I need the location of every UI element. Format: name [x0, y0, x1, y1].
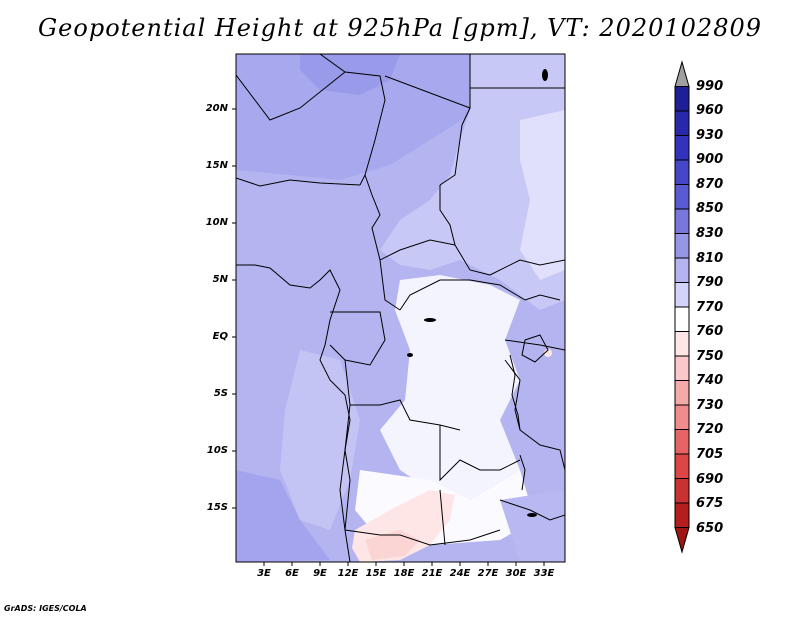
colorbar-segment — [674, 233, 690, 259]
lon-label-3e: 3E — [257, 568, 271, 579]
lon-label-33e: 33E — [533, 568, 555, 579]
lat-label-15s: 15S — [206, 502, 228, 513]
lat-label-10s: 10S — [206, 445, 228, 456]
colorbar-label-930: 930 — [696, 128, 724, 143]
colorbar-label-650: 650 — [696, 521, 724, 536]
colorbar-segment — [674, 429, 690, 455]
coastline — [236, 264, 351, 562]
lon-label-21e: 21E — [421, 568, 443, 579]
colorbar-segment — [674, 355, 690, 381]
map-title: Geopotential Height at 925hPa [gpm], VT:… — [38, 14, 762, 42]
colorbar-segment — [674, 306, 690, 332]
colorbar-label-770: 770 — [696, 300, 724, 315]
lat-label-eq: EQ — [212, 331, 228, 342]
lon-label-30e: 30E — [505, 568, 527, 579]
colorbar-label-790: 790 — [696, 275, 724, 290]
field-810-southeast — [500, 490, 565, 562]
lake-fills — [407, 69, 548, 517]
colorbar-label-960: 960 — [696, 103, 724, 118]
lon-label-18e: 18E — [393, 568, 415, 579]
field-790-coast — [280, 350, 360, 530]
colorbar-label-740: 740 — [696, 373, 724, 388]
colorbar-segment — [674, 331, 690, 357]
colorbar-segment — [674, 184, 690, 210]
lat-label-5n: 5N — [212, 274, 228, 285]
colorbar-segment — [674, 404, 690, 430]
colorbar-segment — [674, 257, 690, 283]
axis-ticks — [232, 108, 545, 566]
lon-label-27e: 27E — [477, 568, 499, 579]
lon-label-12e: 12E — [337, 568, 359, 579]
colorbar-segment — [674, 110, 690, 136]
colorbar-label-675: 675 — [696, 496, 724, 511]
colorbar-segment — [674, 86, 690, 112]
lat-label-5s: 5S — [213, 388, 228, 399]
colorbar — [674, 60, 690, 554]
field-770-central — [380, 275, 520, 500]
field-850-peak — [300, 54, 400, 95]
colorbar-label-705: 705 — [696, 447, 724, 462]
lon-label-24e: 24E — [449, 568, 471, 579]
colorbar-arrow-bottom — [674, 527, 690, 554]
lon-label-15e: 15E — [365, 568, 387, 579]
lat-label-15n: 15N — [205, 160, 228, 171]
grads-credit: GrADS: IGES/COLA — [4, 604, 87, 613]
lon-label-6e: 6E — [285, 568, 299, 579]
field-830-southwest — [236, 470, 330, 562]
colorbar-label-870: 870 — [696, 177, 724, 192]
height-field — [236, 54, 565, 562]
colorbar-label-900: 900 — [696, 152, 724, 167]
lat-label-20n: 20N — [205, 103, 228, 114]
field-770-east — [520, 110, 565, 280]
map-frame — [235, 53, 566, 563]
colorbar-segment — [674, 380, 690, 406]
colorbar-label-750: 750 — [696, 349, 724, 364]
colorbar-label-690: 690 — [696, 472, 724, 487]
colorbar-label-730: 730 — [696, 398, 724, 413]
colorbar-segment — [674, 208, 690, 234]
field-750-east-spot — [544, 349, 552, 357]
colorbar-label-810: 810 — [696, 251, 724, 266]
lakes — [509, 334, 549, 491]
lon-label-9e: 9E — [313, 568, 327, 579]
colorbar-arrow-top — [674, 60, 690, 87]
field-790-east — [380, 54, 565, 310]
colorbar-segment — [674, 502, 690, 528]
colorbar-label-850: 850 — [696, 201, 724, 216]
colorbar-label-830: 830 — [696, 226, 724, 241]
colorbar-segment — [674, 478, 690, 504]
colorbar-segment — [674, 453, 690, 479]
colorbar-segment — [674, 282, 690, 308]
colorbar-segment — [674, 159, 690, 185]
colorbar-label-760: 760 — [696, 324, 724, 339]
colorbar-label-990: 990 — [696, 79, 724, 94]
colorbar-label-720: 720 — [696, 422, 724, 437]
borders — [236, 54, 565, 546]
lat-label-10n: 10N — [205, 217, 228, 228]
colorbar-segment — [674, 135, 690, 161]
